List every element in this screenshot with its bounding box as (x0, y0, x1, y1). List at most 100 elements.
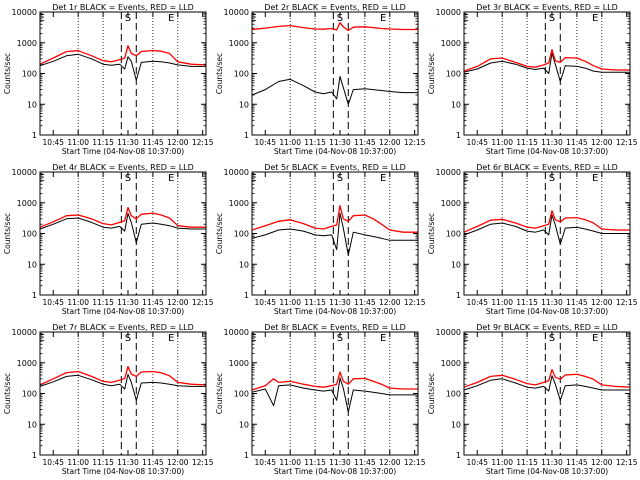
y-tick-label: 10000 (436, 328, 461, 337)
series-events-line (39, 53, 206, 81)
x-axis-label: Start Time (04-Nov-08 10:37:00) (274, 307, 396, 316)
y-tick-label: 1000 (17, 39, 37, 48)
x-tick-label: 11:45 (354, 138, 376, 147)
marker-label: E (380, 173, 386, 184)
x-tick-label: 11:30 (329, 138, 351, 147)
series-lld-line (251, 22, 418, 32)
panel-title: Det 1r BLACK = Events, RED = LLD (52, 3, 194, 12)
x-tick-label: 10:45 (466, 458, 488, 467)
marker-label: S (549, 333, 555, 344)
x-tick-label: 11:30 (329, 298, 351, 307)
series-lld-line (39, 365, 207, 386)
marker-label: E (380, 333, 386, 344)
marker-label: E (168, 173, 174, 184)
y-tick-label: 1000 (441, 199, 461, 208)
axes-frame (39, 171, 207, 296)
y-tick-label: 10 (27, 420, 37, 429)
panel-title: Det 6r BLACK = Events, RED = LLD (476, 163, 618, 172)
x-tick-label: 12:15 (404, 458, 426, 467)
x-axis-label: Start Time (04-Nov-08 10:37:00) (486, 467, 608, 476)
y-tick-label: 1 (456, 291, 461, 300)
series-lld-line (39, 206, 206, 228)
y-tick-label: 10 (239, 260, 249, 269)
x-tick-label: 12:00 (591, 138, 613, 147)
x-tick-label: 12:00 (379, 458, 401, 467)
y-axis-label: Counts/sec (427, 213, 436, 254)
x-tick-label: 11:45 (354, 458, 376, 467)
x-tick-label: 12:15 (616, 138, 638, 147)
y-tick-label: 1000 (441, 39, 461, 48)
series-lld-line (463, 210, 630, 233)
y-tick-label: 10000 (436, 8, 461, 17)
series-events-line (39, 373, 206, 401)
x-tick-label: 12:00 (591, 298, 613, 307)
x-tick-label: 12:00 (379, 298, 401, 307)
x-tick-label: 11:00 (67, 138, 89, 147)
x-tick-label: 11:30 (541, 458, 563, 467)
y-tick-label: 10000 (224, 8, 249, 17)
marker-label: S (549, 173, 555, 184)
y-axis-label: Counts/sec (3, 213, 12, 254)
x-tick-label: 12:15 (192, 458, 214, 467)
y-tick-label: 10000 (12, 328, 37, 337)
series-lld-line (251, 205, 418, 233)
x-axis-label: Start Time (04-Nov-08 10:37:00) (62, 147, 184, 156)
x-tick-label: 12:15 (404, 138, 426, 147)
x-tick-label: 11:00 (67, 458, 89, 467)
marker-label: E (592, 333, 598, 344)
y-tick-label: 1 (32, 131, 37, 140)
marker-label: E (168, 13, 174, 24)
series-events-line (463, 375, 630, 401)
x-tick-label: 11:45 (566, 138, 588, 147)
y-tick-label: 10000 (224, 328, 249, 337)
x-tick-label: 11:45 (566, 458, 588, 467)
series-events-line (463, 214, 630, 245)
x-tick-label: 11:15 (516, 298, 538, 307)
axes-frame (251, 171, 419, 296)
x-tick-label: 11:15 (516, 138, 538, 147)
x-tick-label: 11:00 (279, 138, 301, 147)
axes-frame (39, 331, 207, 456)
marker-label: S (125, 13, 131, 24)
x-tick-label: 10:45 (42, 138, 64, 147)
x-tick-label: 11:15 (92, 138, 114, 147)
marker-label: S (125, 173, 131, 184)
x-tick-label: 12:15 (192, 138, 214, 147)
series-events-line (251, 76, 418, 105)
x-tick-label: 12:15 (192, 298, 214, 307)
series-lld-line (39, 45, 207, 66)
y-tick-label: 100 (446, 70, 461, 79)
marker-label: E (592, 173, 598, 184)
y-axis-label: Counts/sec (427, 373, 436, 414)
axes-frame (251, 11, 419, 136)
x-tick-label: 11:15 (304, 298, 326, 307)
x-tick-label: 11:30 (117, 138, 139, 147)
y-tick-label: 10 (239, 100, 249, 109)
axes-frame (463, 11, 631, 136)
x-axis-label: Start Time (04-Nov-08 10:37:00) (62, 307, 184, 316)
x-tick-label: 11:00 (491, 138, 513, 147)
y-tick-label: 100 (446, 230, 461, 239)
x-tick-label: 11:00 (491, 458, 513, 467)
x-axis-label: Start Time (04-Nov-08 10:37:00) (274, 467, 396, 476)
marker-label: E (168, 333, 174, 344)
y-tick-label: 100 (22, 70, 37, 79)
x-tick-label: 11:30 (329, 458, 351, 467)
y-axis-label: Counts/sec (427, 53, 436, 94)
y-tick-label: 10 (451, 420, 461, 429)
y-tick-label: 10 (27, 260, 37, 269)
axes-frame (463, 331, 631, 456)
axes-frame (39, 11, 207, 136)
y-tick-label: 1 (244, 291, 249, 300)
y-tick-label: 10000 (436, 168, 461, 177)
y-tick-label: 100 (234, 230, 249, 239)
x-axis-label: Start Time (04-Nov-08 10:37:00) (486, 147, 608, 156)
marker-label: E (380, 13, 386, 24)
x-tick-label: 10:45 (42, 298, 64, 307)
x-tick-label: 12:15 (616, 458, 638, 467)
x-tick-label: 11:15 (304, 458, 326, 467)
x-axis-label: Start Time (04-Nov-08 10:37:00) (62, 467, 184, 476)
